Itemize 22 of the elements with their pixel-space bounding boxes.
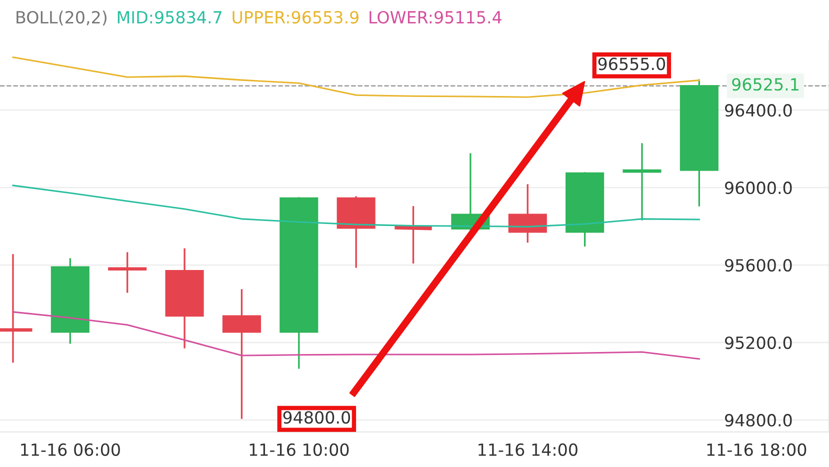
annotation: 96555.0	[598, 58, 666, 70]
candlestick	[108, 252, 147, 293]
chart-title: BOLL(20,2)	[16, 10, 106, 26]
y-tick-label: 95200.0	[725, 336, 792, 350]
line-series	[12, 56, 700, 98]
candlestick	[222, 289, 261, 419]
text: MID:95834.7	[118, 10, 222, 24]
line-series	[12, 184, 700, 228]
candlestick	[622, 143, 662, 220]
y-tick-label: 96400.0	[725, 104, 792, 117]
x-tick-label: 11-16 18:00	[707, 443, 806, 456]
y-tick-label: 96000.0	[725, 182, 792, 194]
ref-line-label: 96525.1	[732, 78, 798, 91]
line-series	[12, 311, 700, 360]
annotation: 94800.0	[283, 411, 350, 424]
x-tick-label: 11-16 10:00	[250, 443, 349, 456]
x-tick-label: 11-16 06:00	[21, 443, 120, 456]
y-tick-label: 95600.0	[725, 258, 792, 272]
text: LOWER:95115.4	[370, 10, 502, 24]
y-tick-label: 94800.0	[725, 414, 792, 427]
text: UPPER:96553.9	[232, 10, 359, 24]
x-tick-label: 11-16 14:00	[478, 443, 578, 456]
